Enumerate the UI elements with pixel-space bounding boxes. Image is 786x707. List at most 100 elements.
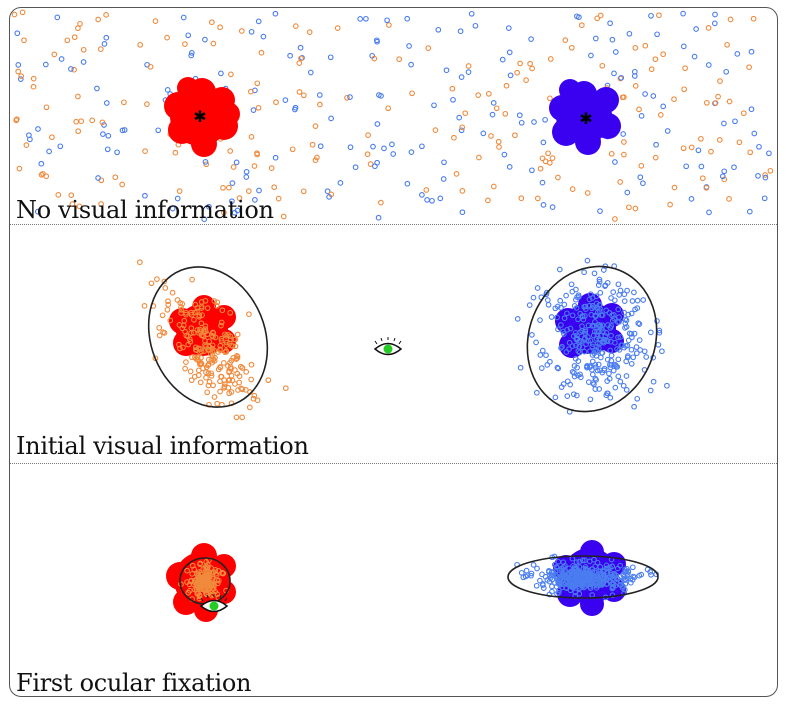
particle: [98, 201, 104, 207]
particle: [282, 385, 289, 392]
particle: [182, 41, 188, 47]
particle: [480, 130, 487, 137]
particle: [731, 164, 737, 171]
particle: [659, 348, 665, 355]
particle: [617, 75, 624, 82]
particle: [637, 174, 644, 181]
particle: [579, 323, 585, 330]
particle: [251, 392, 258, 399]
particle: [736, 139, 743, 146]
particle: [316, 92, 323, 98]
particle: [196, 592, 203, 599]
particle: [424, 197, 430, 203]
particle: [594, 367, 601, 374]
particle: [156, 324, 163, 331]
particle: [621, 344, 628, 351]
particle: [437, 195, 444, 202]
particle: [705, 62, 712, 68]
particle: [540, 582, 546, 588]
particle: [523, 77, 529, 83]
particle: [475, 92, 482, 98]
particle: [610, 312, 617, 318]
particle: [218, 322, 224, 329]
particle: [214, 591, 221, 597]
particle: [214, 577, 220, 584]
particle: [680, 145, 687, 152]
particle: [546, 159, 553, 166]
particle: [543, 352, 549, 359]
particle: [179, 325, 186, 332]
particle: [584, 257, 591, 264]
particle: [595, 282, 602, 288]
particle-cloud: [11, 9, 774, 223]
particle: [136, 259, 143, 266]
particle: [577, 310, 584, 317]
particle: [114, 149, 120, 156]
particle: [533, 339, 539, 346]
particle: [581, 557, 588, 564]
particle: [58, 56, 65, 62]
particle: [721, 120, 727, 127]
particle: [552, 567, 559, 574]
particle: [654, 31, 660, 38]
particle: [539, 179, 546, 186]
particle: [636, 321, 643, 327]
particle: [105, 132, 112, 139]
particle: [228, 389, 235, 395]
particle: [653, 141, 659, 148]
particle: [307, 69, 314, 76]
particle: [188, 52, 195, 59]
particle: [615, 281, 622, 288]
particle: [238, 28, 245, 34]
particle: [161, 278, 168, 285]
particle: [232, 343, 239, 350]
particle: [636, 572, 643, 579]
particle: [489, 111, 496, 118]
particle: [612, 159, 618, 165]
particle: [374, 121, 381, 127]
particle: [229, 343, 236, 349]
particle: [703, 184, 710, 191]
particle: [165, 301, 172, 308]
particle: [119, 181, 126, 188]
particle: [589, 323, 596, 329]
particle: [586, 571, 592, 577]
particle: [204, 561, 211, 568]
particle: [569, 312, 576, 319]
particle: [185, 333, 191, 340]
particle: [567, 325, 574, 332]
particle: [610, 367, 617, 374]
particle: [144, 101, 150, 107]
particle: [680, 10, 686, 17]
particle: [582, 327, 589, 333]
particle: [746, 64, 752, 71]
particle: [465, 69, 472, 75]
particle: [609, 36, 616, 43]
particle: [488, 133, 494, 139]
particle: [711, 20, 718, 27]
particle: [617, 179, 624, 185]
particle: [667, 201, 673, 208]
particle: [190, 329, 197, 336]
particle: [520, 574, 527, 581]
particle: [78, 118, 85, 125]
particle: [292, 23, 299, 29]
particle: [231, 367, 238, 373]
particle: [592, 386, 599, 392]
particle-cluster-right: [514, 257, 670, 415]
particle: [518, 569, 525, 576]
particle: [592, 375, 599, 382]
particle: [77, 20, 83, 27]
panel-label: First ocular fixation: [16, 669, 252, 697]
particle: [248, 28, 255, 35]
particle: [638, 162, 645, 169]
particle: [103, 12, 109, 18]
particle: [598, 325, 605, 332]
particle: [183, 309, 189, 316]
particle: [174, 297, 181, 303]
particle: [533, 582, 540, 589]
particle: [664, 382, 670, 389]
particle: [233, 159, 240, 166]
particle: [587, 337, 594, 344]
particle: [205, 362, 211, 369]
